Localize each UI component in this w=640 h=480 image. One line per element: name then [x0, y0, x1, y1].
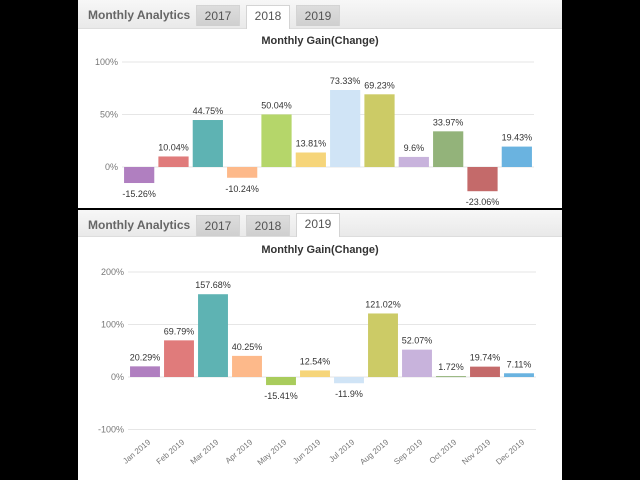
tab-2018[interactable]: 2018: [246, 5, 290, 29]
panel-title: Monthly Analytics: [88, 8, 191, 22]
data-label: 69.79%: [164, 326, 195, 336]
bar-sep-2019: [402, 349, 432, 377]
panel-title: Monthly Analytics: [88, 218, 191, 232]
x-tick-label: Jan 2019: [121, 437, 152, 465]
bar-mar-2019: [198, 294, 228, 377]
y-tick-label: 100%: [95, 57, 118, 67]
bar-jul-2019: [334, 377, 364, 384]
x-tick-label: Apr 2019: [224, 437, 255, 465]
tab-2017[interactable]: 2017: [196, 5, 240, 26]
y-tick-label: -100%: [98, 425, 124, 435]
tab-2017[interactable]: 2017: [196, 215, 240, 236]
bar-dec-2018: [501, 146, 532, 167]
data-label: -23.06%: [466, 197, 500, 207]
x-tick-label: Oct 2019: [428, 437, 459, 465]
data-label: 50.04%: [261, 100, 292, 110]
x-tick-label: Dec 2019: [494, 437, 526, 466]
x-tick-label: Feb 2019: [155, 437, 187, 466]
panel-header: Monthly Analytics 2017 2018 2019: [78, 0, 562, 29]
data-label: 7.11%: [507, 359, 532, 369]
chart-title: Monthly Gain(Change): [261, 244, 379, 256]
data-label: 52.07%: [402, 336, 433, 346]
bar-jun-2019: [300, 370, 330, 377]
x-tick-label: Jun 2019: [291, 437, 322, 465]
data-label: 10.04%: [158, 142, 189, 152]
y-tick-label: 50%: [100, 110, 118, 120]
tab-2019[interactable]: 2019: [296, 5, 340, 26]
monthly-gain-chart: Monthly Gain(Change) 200% 100% 0% -100% 20.29…: [98, 244, 536, 467]
monthly-gain-chart: Monthly Gain(Change) 100% 50% 0% -15.26% 10.0…: [95, 35, 534, 207]
data-label: 13.81%: [296, 138, 327, 148]
monthly-analytics-panel-2019: Monthly Analytics 2017 2018 2019 Monthly…: [78, 210, 562, 480]
bar-jun-2018: [295, 152, 326, 167]
y-tick-label: 200%: [101, 267, 124, 277]
bar-feb-2019: [164, 340, 194, 377]
bar-jan-2019: [130, 366, 160, 377]
bar-jan-2018: [124, 167, 155, 184]
data-label: 44.75%: [193, 106, 224, 116]
x-tick-label: Aug 2019: [358, 437, 390, 466]
data-label: 20.29%: [130, 352, 161, 362]
bar-oct-2018: [433, 131, 464, 167]
bar-may-2019: [266, 377, 296, 386]
data-label: 1.72%: [438, 362, 464, 372]
bar-may-2018: [261, 114, 292, 167]
chart-title: Monthly Gain(Change): [261, 35, 379, 47]
y-tick-label: 100%: [101, 320, 124, 330]
bar-sep-2018: [398, 156, 429, 167]
x-tick-label: May 2019: [256, 437, 289, 467]
x-tick-label: Sep 2019: [392, 437, 424, 466]
bar-jul-2018: [330, 90, 361, 167]
data-label: 73.33%: [330, 76, 361, 86]
data-label: 157.68%: [195, 280, 231, 290]
bar-aug-2018: [364, 94, 395, 167]
data-label: -15.41%: [264, 391, 298, 401]
bar-mar-2018: [192, 120, 223, 167]
x-tick-label: Nov 2019: [460, 437, 492, 466]
bar-feb-2018: [158, 156, 189, 167]
bar-aug-2019: [368, 313, 398, 377]
data-label: -11.9%: [335, 389, 363, 399]
data-label: 19.43%: [502, 133, 533, 143]
data-label: 9.6%: [404, 143, 425, 153]
data-label: 121.02%: [365, 299, 401, 309]
bar-oct-2019: [436, 376, 466, 378]
bar-apr-2019: [232, 355, 262, 377]
data-label: -10.24%: [225, 184, 259, 194]
x-tick-label: Mar 2019: [189, 437, 221, 466]
data-label: 19.74%: [470, 353, 501, 363]
data-label: 12.54%: [300, 356, 331, 366]
data-label: 40.25%: [232, 342, 263, 352]
panel-header: Monthly Analytics 2017 2018 2019: [78, 210, 562, 237]
data-label: 33.97%: [433, 117, 464, 127]
tab-2019[interactable]: 2019: [296, 213, 340, 237]
bar-nov-2019: [470, 366, 500, 377]
tab-2018[interactable]: 2018: [246, 215, 290, 236]
bar-dec-2019: [504, 373, 534, 377]
data-label: -15.26%: [122, 189, 156, 199]
bar-apr-2018: [227, 167, 258, 178]
data-label: 69.23%: [364, 80, 395, 90]
bar-nov-2018: [467, 167, 498, 192]
monthly-analytics-panel-2018: Monthly Analytics 2017 2018 2019 Monthly…: [78, 0, 562, 208]
x-tick-label: Jul 2019: [327, 437, 356, 464]
y-tick-label: 0%: [105, 162, 118, 172]
y-tick-label: 0%: [111, 372, 124, 382]
